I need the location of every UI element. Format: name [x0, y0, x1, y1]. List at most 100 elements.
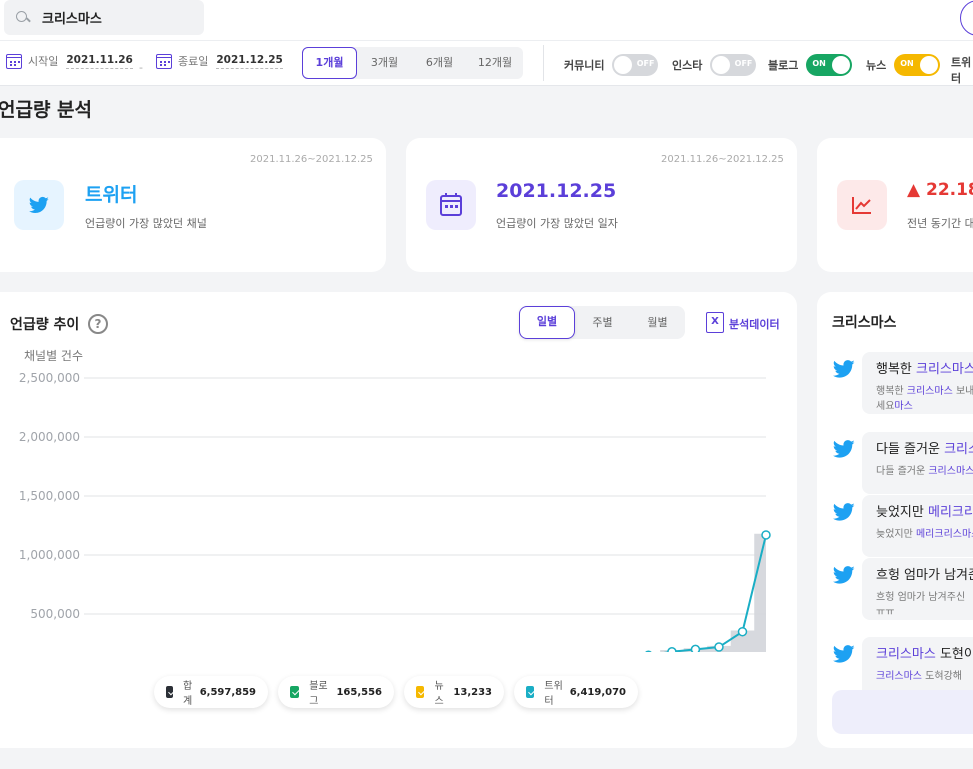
legend-value: 165,556 [336, 686, 382, 698]
blog-label: 블로그 [768, 59, 799, 72]
y-tick-label: 2,500,000 [19, 371, 80, 385]
data-point-twitter [667, 647, 677, 652]
instagram-toggle[interactable]: OFF [710, 54, 757, 76]
y-tick-label: 2,000,000 [19, 430, 80, 444]
legend-item-news[interactable]: 뉴스 13,233 [404, 676, 504, 708]
top-bar: 크리스마스 [0, 0, 973, 40]
help-icon[interactable]: ? [88, 314, 108, 334]
y-tick-label: 1,500,000 [19, 489, 80, 503]
series-line-twitter [663, 534, 767, 652]
blog-toggle[interactable]: ON [806, 54, 853, 76]
feed-item[interactable]: 다들 즐거운 크리스마스다들 즐거운 크리스마스 [817, 432, 973, 494]
feed-item-body: 늦었지만 메리크리스마스 [876, 527, 973, 542]
data-point-twitter [761, 530, 771, 540]
feed-more-button[interactable] [832, 690, 973, 734]
data-point-twitter [644, 650, 652, 652]
start-date-picker[interactable]: 시작일 2021.11.26 [6, 53, 133, 69]
export-data-button[interactable]: 분석데이터 [729, 318, 780, 331]
checkbox-icon [526, 686, 535, 698]
trend-chart-card: 언급량 추이 ? 일별 주별 월별 X 분석데이터 채널별 건수 2,500,0… [0, 292, 797, 748]
y-tick-label: 1,000,000 [19, 548, 80, 562]
toggle-knob [920, 56, 939, 74]
feed-item-box: 다들 즐거운 크리스마스다들 즐거운 크리스마스 [862, 432, 973, 494]
headline-keyword: 크리스마스 [876, 647, 936, 662]
legend-name: 합계 [182, 681, 193, 707]
twitter-icon [832, 564, 855, 586]
community-toggle[interactable]: OFF [612, 54, 659, 76]
chart-legend: 합계 6,597,859 블로그 165,556 뉴스 13,233 트위터 6… [0, 676, 795, 708]
yoy-change-value: ▲ 22.18% [907, 180, 973, 200]
start-date-value[interactable]: 2021.11.26 [66, 54, 133, 69]
feed-item[interactable]: 흐헝 엄마가 남겨준 흐헝 엄마가 남겨주신 ㅠㅠ [817, 558, 973, 620]
feed-item-headline: 다들 즐거운 크리스마스 [876, 438, 973, 457]
top-channel-value: 트위터 [85, 184, 138, 206]
checkbox-icon [290, 686, 300, 698]
headline-keyword: 크리스마스 [944, 442, 973, 457]
data-point-twitter [690, 644, 701, 652]
period-1month-button[interactable]: 1개월 [302, 47, 357, 79]
calendar-icon [156, 53, 172, 69]
feed-item-headline: 늦었지만 메리크리스마스 [876, 501, 973, 520]
period-6month-button[interactable]: 6개월 [425, 56, 454, 69]
data-point-twitter [714, 642, 724, 652]
headline-text: 다들 즐거운 [876, 442, 945, 457]
headline-keyword: 메리크리스마스 [927, 505, 973, 520]
page-title: 언급량 분석 [0, 99, 93, 121]
twitter-icon [832, 501, 855, 523]
legend-name: 뉴스 [434, 681, 444, 707]
period-3month-button[interactable]: 3개월 [370, 56, 399, 69]
toggle-state: ON [812, 59, 826, 68]
stat-date-range: 2021.11.26~2021.12.25 [250, 154, 373, 165]
body-keyword: 크리스마스 [928, 466, 973, 477]
trend-icon [837, 180, 887, 230]
search-input[interactable]: 크리스마스 [4, 0, 204, 35]
legend-value: 13,233 [453, 686, 492, 698]
feed-item-box: 크리스마스 도현이 크리스마스 도혀강해 [862, 637, 973, 699]
stat-date-range: 2021.11.26~2021.12.25 [661, 154, 784, 165]
headline-text: 행복한 [876, 362, 917, 377]
headline-keyword: 크리스마스 [916, 362, 973, 377]
weekly-button[interactable]: 주별 [592, 316, 613, 329]
feed-item[interactable]: 크리스마스 도현이 크리스마스 도혀강해 [817, 637, 973, 699]
granularity-selector: 일별 주별 월별 [519, 306, 685, 339]
news-label: 뉴스 [866, 59, 887, 72]
feed-item-headline: 크리스마스 도현이 [876, 643, 973, 662]
search-value: 크리스마스 [42, 12, 102, 27]
calendar-icon [6, 53, 22, 69]
feed-card: 크리스마스 행복한 크리스마스 보내세요행복한 크리스마스 보내 세요마스다들 … [817, 292, 973, 748]
feed-item[interactable]: 늦었지만 메리크리스마스늦었지만 메리크리스마스 [817, 495, 973, 557]
twitter-label: 트위터 [951, 56, 972, 85]
body-text: 늦었지만 [876, 529, 916, 540]
feed-item[interactable]: 행복한 크리스마스 보내세요행복한 크리스마스 보내 세요마스 [817, 352, 973, 414]
feed-item-body: 행복한 크리스마스 보내 세요마스 [876, 384, 973, 414]
news-toggle[interactable]: ON [894, 54, 941, 76]
period-12month-button[interactable]: 12개월 [477, 56, 513, 69]
legend-item-twitter[interactable]: 트위터 6,419,070 [514, 676, 638, 708]
body-keyword: 크리스마스 [876, 671, 922, 682]
legend-item-blog[interactable]: 블로그 165,556 [278, 676, 394, 708]
filter-bar: 시작일 2021.11.26 - 종료일 2021.12.25 1개월 3개월 … [0, 40, 973, 86]
twitter-icon [14, 180, 64, 230]
end-date-picker[interactable]: 종료일 2021.12.25 [156, 53, 283, 69]
body-text: 보내 세요 [876, 386, 973, 412]
yoy-change-desc: 전년 동기간 대비 [907, 217, 973, 230]
end-date-value[interactable]: 2021.12.25 [216, 54, 283, 69]
legend-item-total[interactable]: 합계 6,597,859 [154, 676, 268, 708]
top-channel-card: 2021.11.26~2021.12.25 트위터 언급량이 가장 많았던 채널 [0, 138, 386, 272]
toggle-state: OFF [734, 59, 753, 68]
monthly-button[interactable]: 월별 [647, 316, 668, 329]
toggle-state: OFF [636, 59, 655, 68]
profile-button[interactable] [960, 0, 973, 36]
daily-button[interactable]: 일별 [519, 306, 575, 339]
yoy-change-card: ▲ 22.18% 전년 동기간 대비 [817, 138, 973, 272]
toggle-knob [614, 56, 633, 74]
twitter-icon [832, 438, 855, 460]
body-keyword: 크리스마스 [906, 386, 953, 397]
community-label: 커뮤니티 [564, 59, 605, 72]
excel-icon[interactable]: X [706, 312, 724, 333]
start-date-label: 시작일 [28, 55, 59, 68]
series-total-area [660, 533, 766, 652]
calendar-icon [426, 180, 476, 230]
feed-item-box: 늦었지만 메리크리스마스늦었지만 메리크리스마스 [862, 495, 973, 557]
